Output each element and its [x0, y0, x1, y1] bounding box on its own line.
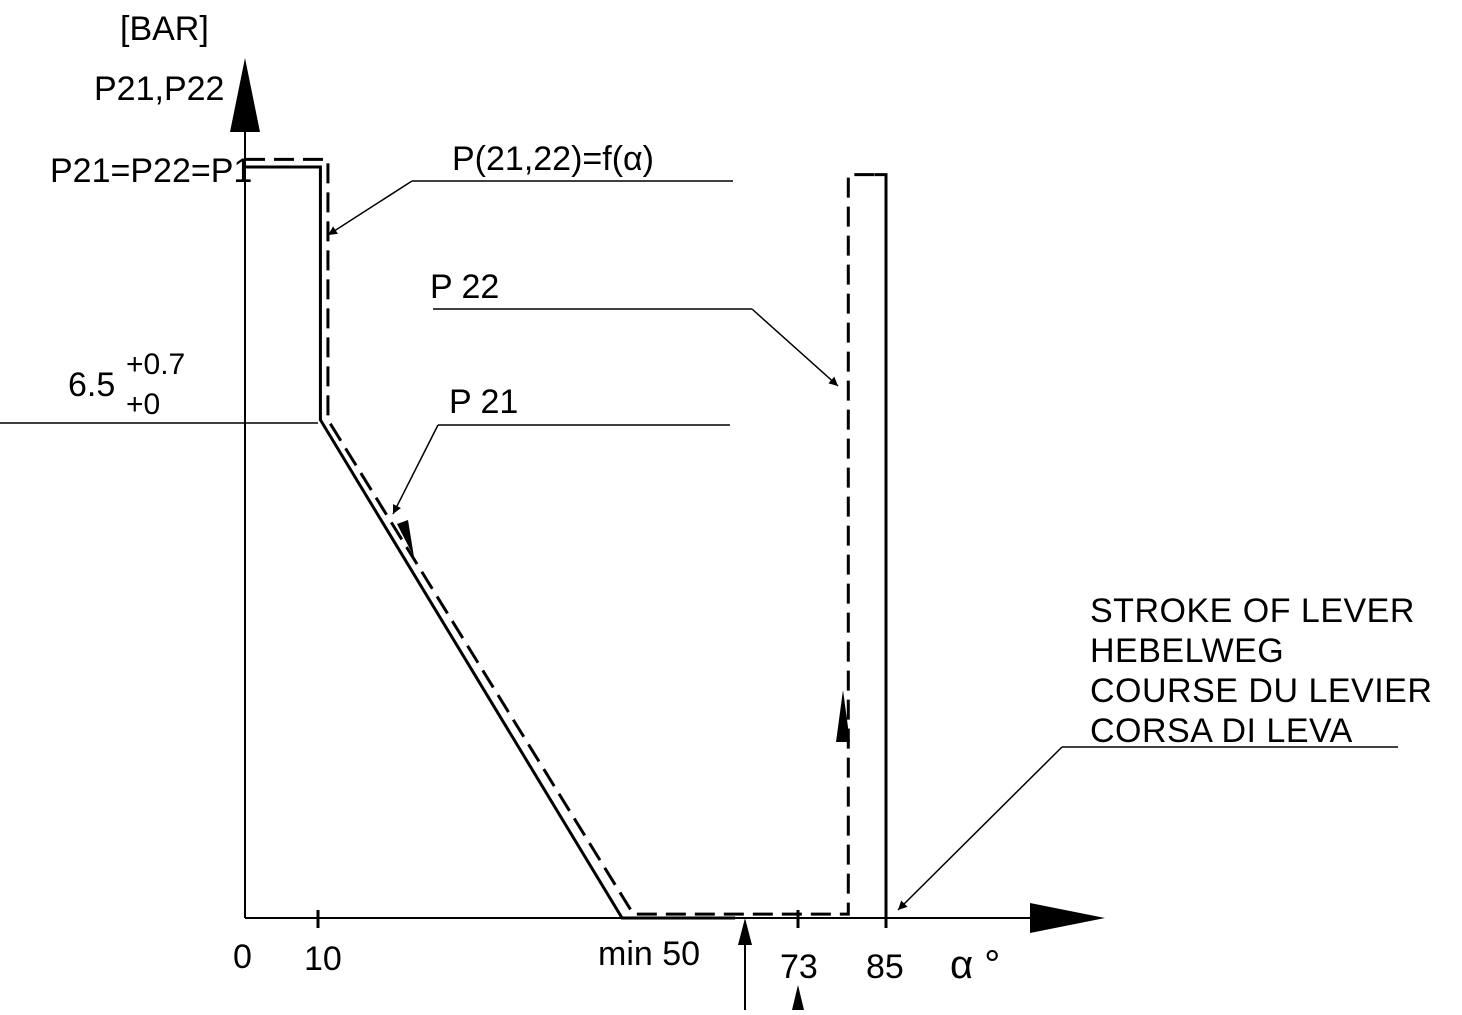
- stroke-note: STROKE OF LEVER HEBELWEG COURSE DU LEVIE…: [1090, 592, 1432, 750]
- series-layer: [245, 157, 875, 920]
- y-axis-arrow-icon: [230, 58, 260, 132]
- x-axis-label: α °: [950, 943, 1000, 987]
- x-tick-label-0: 0: [233, 938, 252, 976]
- y-tick-tol-lower: +0: [126, 388, 160, 421]
- stroke-note-leader: [897, 746, 1063, 911]
- y-tick-label-6-5: 6.5: [68, 366, 115, 404]
- stroke-note-en: STROKE OF LEVER: [1090, 592, 1415, 630]
- stroke-note-fr: COURSE DU LEVIER: [1090, 672, 1432, 710]
- function-label: P(21,22)=f(α): [452, 140, 654, 178]
- y-axis-label: P21,P22: [94, 70, 224, 108]
- y-tick-tol-upper: +0.7: [126, 348, 185, 381]
- y-tick-label-p1: P21=P22=P1: [50, 152, 252, 190]
- x-tick-label-73: 73: [780, 948, 818, 986]
- x-tick-label-50: min 50: [598, 935, 700, 973]
- p21-slope-arrow-icon: [397, 520, 414, 557]
- arrow-up-right-icon: [792, 985, 804, 1010]
- p21-label: P 21: [449, 383, 518, 421]
- series-line-p21: [245, 165, 736, 920]
- series-line-p22: [245, 157, 875, 916]
- y-unit-label: [BAR]: [120, 10, 209, 48]
- x-tick-label-85: 85: [866, 948, 904, 986]
- stroke-note-it: CORSA DI LEVA: [1090, 712, 1353, 750]
- function-label-leader: [327, 180, 413, 236]
- stroke-note-de: HEBELWEG: [1090, 632, 1284, 670]
- x-axis-arrow-icon: [1030, 903, 1105, 933]
- arrow-up-left-icon: [738, 918, 752, 945]
- p22-label-leader: [751, 308, 839, 387]
- p22-rise-arrow-icon: [836, 690, 850, 742]
- p22-label: P 22: [430, 268, 499, 306]
- p21-label-leader: [392, 424, 439, 515]
- x-tick-label-10: 10: [304, 940, 342, 978]
- stroke-of-lever-line: [874, 173, 888, 918]
